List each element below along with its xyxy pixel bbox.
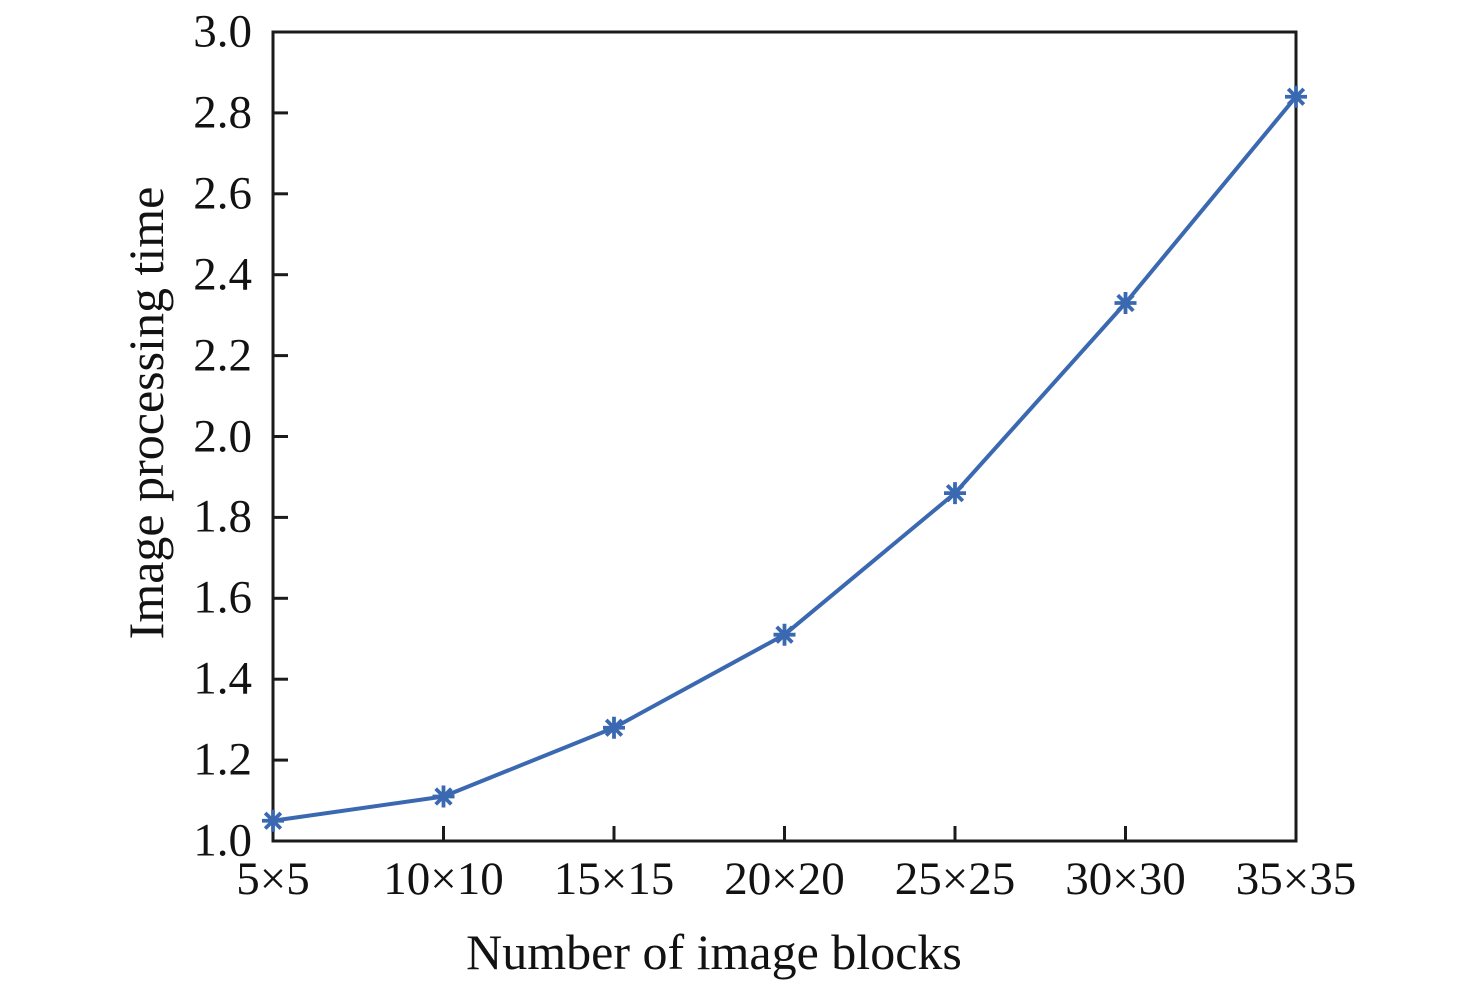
data-point-marker [262, 809, 284, 832]
y-tick-label: 1.0 [193, 814, 252, 867]
data-point-marker [944, 482, 966, 505]
x-tick-label: 35×35 [1235, 853, 1357, 905]
x-tick-label: 10×10 [383, 853, 504, 905]
y-tick-label: 3.0 [193, 5, 252, 58]
y-tick-label: 2.2 [193, 329, 252, 382]
data-point-marker [773, 623, 796, 646]
data-point-marker [432, 785, 455, 808]
data-point-marker [1114, 292, 1137, 315]
data-series-line [272, 95, 1298, 823]
y-tick-label: 2.4 [193, 248, 252, 301]
plot-border [271, 30, 1298, 843]
x-tick-label: 15×15 [553, 853, 675, 905]
x-tick-label: 5×5 [236, 853, 310, 905]
y-tick-label: 2.6 [193, 167, 252, 220]
y-tick-label: 2.0 [193, 410, 252, 462]
x-axis-title: Number of image blocks [466, 924, 962, 980]
y-tick-label: 1.2 [193, 733, 252, 786]
x-tick-label: 30×30 [1065, 853, 1186, 905]
y-tick-label: 1.4 [193, 652, 252, 705]
data-point-marker [603, 716, 625, 739]
data-point-marker [1285, 85, 1307, 108]
y-tick-label: 1.8 [193, 490, 252, 543]
x-tick-label: 25×25 [894, 853, 1016, 905]
y-tick-label: 1.6 [193, 571, 252, 624]
y-tick-label: 2.8 [193, 86, 252, 139]
x-tick-label: 20×20 [724, 853, 845, 905]
